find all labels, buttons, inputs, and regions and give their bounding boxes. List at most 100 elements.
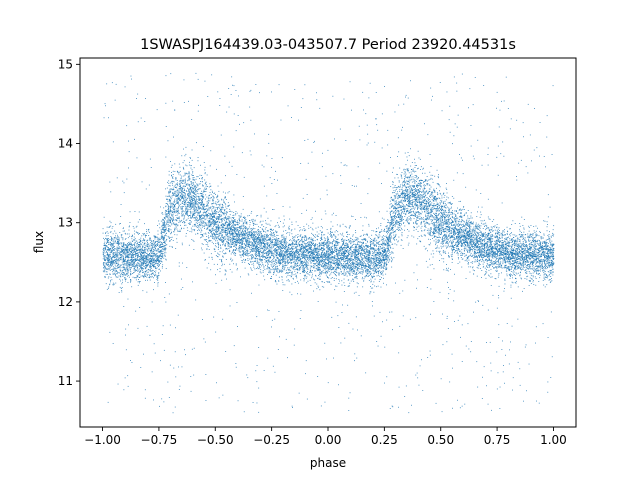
data-point: [500, 240, 502, 242]
data-point: [352, 252, 354, 254]
data-point: [341, 259, 342, 260]
data-point: [249, 224, 251, 226]
data-point: [216, 204, 217, 206]
data-point: [307, 257, 309, 259]
data-point: [404, 200, 406, 202]
data-point: [112, 241, 114, 243]
data-point: [342, 304, 343, 306]
data-point: [401, 192, 403, 193]
data-point: [341, 280, 343, 282]
data-point: [315, 259, 317, 260]
data-point: [334, 250, 335, 251]
data-point: [238, 237, 239, 239]
data-point: [392, 221, 394, 223]
data-point: [235, 366, 237, 368]
data-point: [550, 262, 552, 264]
data-point: [393, 211, 395, 212]
data-point: [418, 183, 420, 185]
data-point: [189, 203, 191, 205]
data-point: [197, 185, 199, 187]
data-point: [301, 248, 303, 250]
data-point: [134, 268, 135, 270]
data-point: [258, 226, 259, 228]
data-point: [273, 261, 275, 263]
data-point: [421, 236, 423, 237]
data-point: [357, 258, 359, 260]
data-point: [317, 270, 319, 271]
data-point: [276, 270, 278, 272]
data-point: [110, 242, 112, 244]
data-point: [294, 89, 296, 90]
data-point: [369, 257, 371, 259]
data-point: [188, 171, 190, 173]
data-point: [542, 249, 544, 251]
data-point: [517, 266, 518, 268]
data-point: [542, 270, 543, 272]
data-point: [141, 259, 143, 261]
data-point: [232, 233, 233, 234]
data-point: [192, 198, 194, 200]
data-point: [149, 231, 150, 233]
data-point: [439, 198, 441, 199]
data-point: [254, 268, 256, 270]
data-point: [387, 245, 389, 247]
data-point: [518, 234, 520, 236]
data-point: [326, 266, 328, 268]
data-point: [165, 234, 166, 236]
data-point: [387, 255, 389, 257]
data-point: [241, 235, 243, 237]
data-point: [364, 263, 366, 265]
data-point: [126, 125, 128, 127]
data-point: [390, 238, 391, 240]
data-point: [327, 249, 329, 251]
data-point: [425, 208, 427, 210]
data-point: [301, 248, 302, 250]
data-point: [351, 185, 353, 186]
data-point: [494, 261, 495, 263]
data-point: [107, 255, 109, 256]
data-point: [133, 248, 135, 250]
data-point: [193, 225, 195, 227]
data-point: [502, 249, 504, 251]
data-point: [153, 261, 154, 263]
data-point: [415, 214, 416, 215]
data-point: [441, 241, 443, 243]
data-point: [221, 260, 222, 262]
data-point: [286, 265, 288, 266]
data-point: [489, 265, 490, 267]
data-point: [517, 267, 519, 268]
data-point: [401, 203, 403, 205]
data-point: [197, 230, 199, 231]
data-point: [204, 183, 206, 185]
data-point: [163, 349, 165, 351]
data-point: [200, 203, 201, 205]
data-point: [480, 241, 482, 243]
data-point: [302, 261, 304, 263]
data-point: [170, 217, 172, 219]
data-point: [205, 182, 206, 184]
data-point: [105, 264, 107, 266]
data-point: [228, 217, 229, 219]
data-point: [456, 223, 458, 225]
data-point: [265, 240, 267, 242]
data-point: [531, 278, 532, 280]
data-point: [462, 223, 464, 225]
data-point: [390, 216, 392, 217]
data-point: [423, 194, 425, 196]
data-point: [174, 229, 176, 231]
data-point: [426, 219, 428, 221]
data-point: [254, 243, 255, 245]
data-point: [386, 238, 388, 240]
data-point: [295, 254, 296, 256]
data-point: [201, 208, 202, 210]
data-point: [317, 239, 318, 241]
data-point: [133, 266, 135, 267]
data-point: [453, 233, 455, 235]
data-point: [215, 229, 216, 231]
data-point: [277, 265, 278, 267]
data-point: [192, 209, 194, 211]
data-point: [501, 237, 503, 239]
data-point: [260, 243, 262, 245]
data-point: [110, 273, 111, 275]
data-point: [409, 212, 411, 214]
